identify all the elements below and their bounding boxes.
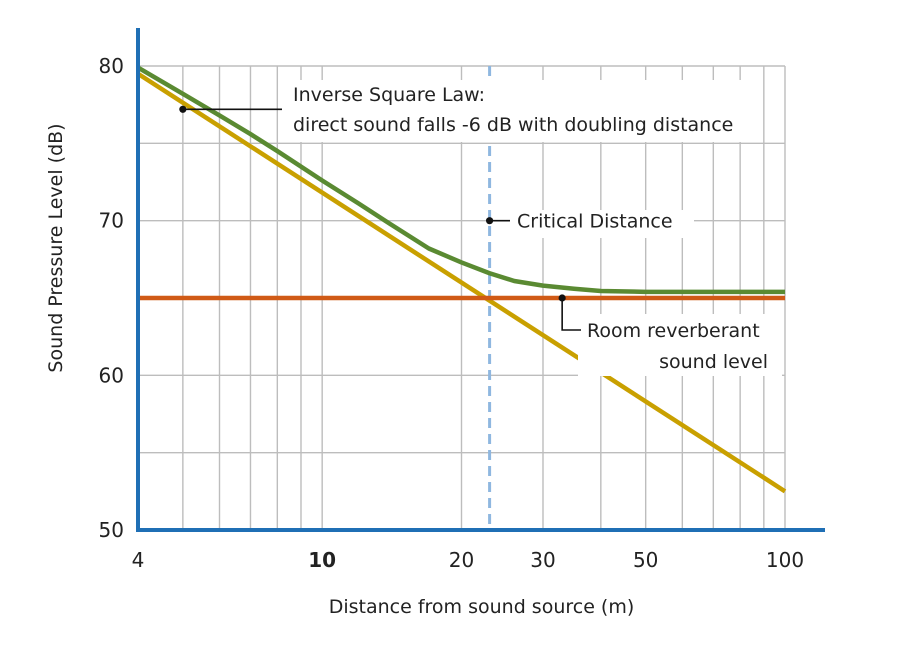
x-tick-label: 10: [308, 548, 336, 572]
y-tick-label: 80: [99, 54, 124, 78]
annotation-text-reverb: sound level: [659, 351, 768, 373]
annotation-text-inverse: direct sound falls -6 dB with doubling d…: [293, 114, 733, 136]
x-tick-label: 100: [766, 548, 804, 572]
x-tick-label: 30: [530, 548, 555, 572]
y-tick-label: 50: [99, 518, 124, 542]
y-tick-label: 70: [99, 209, 124, 233]
series-layer: [136, 65, 787, 494]
annotation-bg-inverse: [286, 80, 762, 142]
annotations-layer: Inverse Square Law: direct sound falls -6…: [179, 80, 782, 376]
axes-layer: [136, 28, 825, 532]
annotation-text-reverb: Room reverberant: [587, 320, 760, 342]
x-tick-label: 50: [633, 548, 658, 572]
y-axis-title: Sound Pressure Level (dB): [45, 123, 67, 372]
series-line-total: [136, 65, 785, 295]
ticks-layer: 4 10 20 30 50 100 50 60 70 80: [99, 54, 805, 572]
annotation-bg-reverb: [578, 314, 782, 376]
annotation-text-inverse: Inverse Square Law:: [293, 84, 485, 106]
annotation-text-critical: Critical Distance: [517, 211, 673, 233]
annotation-bg-critical: [506, 210, 694, 238]
x-tick-label: 4: [132, 548, 145, 572]
annotation-dot-inverse: [179, 105, 187, 113]
x-axis-title: Distance from sound source (m): [329, 596, 635, 618]
series-line-direct: [136, 71, 787, 494]
annotation-leader-reverb: [561, 298, 581, 331]
y-tick-label: 60: [99, 363, 124, 387]
x-tick-label: 20: [449, 548, 474, 572]
annotation-dot-reverb: [558, 294, 566, 302]
annotation-dot-critical: [485, 217, 494, 225]
